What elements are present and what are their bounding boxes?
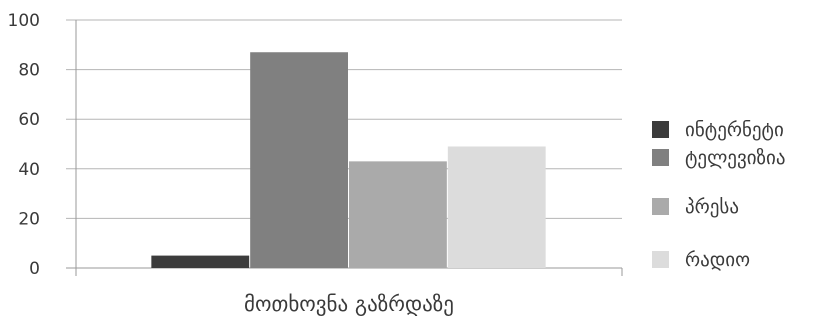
legend-label-1: ინტერნეტი <box>685 119 784 141</box>
legend-label-3: პრესა <box>685 196 739 218</box>
bar-1 <box>151 255 250 268</box>
legend-swatch-4 <box>652 251 669 268</box>
bar-2 <box>250 52 348 268</box>
y-tick-label: 0 <box>29 259 40 279</box>
y-tick-label: 40 <box>18 160 40 180</box>
legend: ინტერნეტი ტელევიზია პრესა რადიო <box>652 119 786 271</box>
legend-swatch-3 <box>652 198 669 215</box>
legend-label-4: რადიო <box>685 249 750 271</box>
axis-layer: 0 20 40 60 80 100 მოთხოვნა გაზრდაზე <box>8 11 623 316</box>
bars-layer <box>151 52 546 268</box>
bar-3 <box>349 161 447 268</box>
legend-label-2: ტელევიზია <box>685 147 786 169</box>
y-tick-label: 60 <box>18 110 40 130</box>
y-tick-label: 100 <box>8 11 40 31</box>
y-tick-label: 80 <box>18 61 40 81</box>
x-category-label: მოთხოვნა გაზრდაზე <box>244 292 454 316</box>
y-tick-label: 20 <box>18 209 40 229</box>
legend-swatch-1 <box>652 121 669 138</box>
legend-swatch-2 <box>652 149 669 166</box>
bar-4 <box>447 146 546 268</box>
